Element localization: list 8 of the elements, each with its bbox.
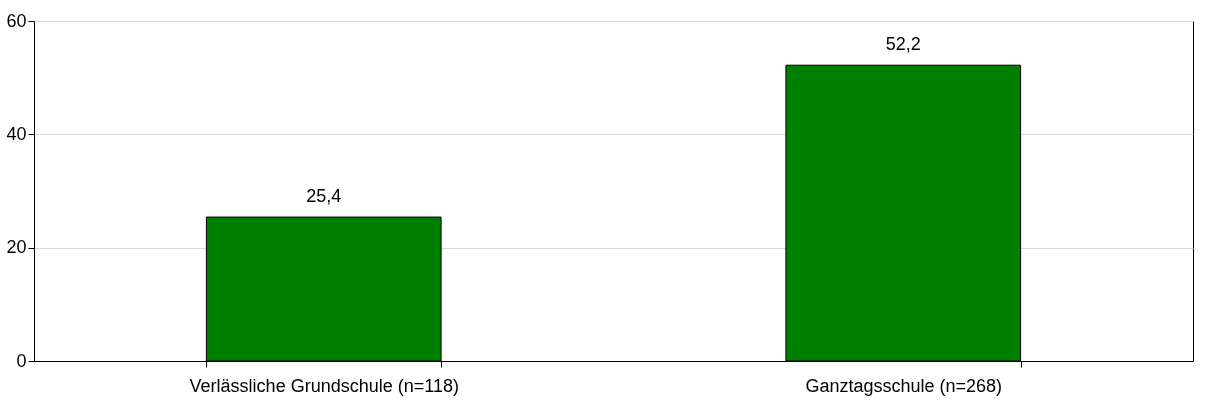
data-label: 25,4: [306, 186, 342, 207]
x-tick-label: Verlässliche Grundschule (n=118): [189, 375, 459, 396]
x-tick-label: Ganztagsschule (n=268): [805, 375, 1003, 396]
data-label: 52,2: [885, 34, 921, 55]
y-tick-label: 60: [6, 10, 27, 31]
y-tick-label: 0: [16, 350, 27, 371]
y-tick-label: 20: [6, 237, 27, 258]
y-tick-label: 40: [6, 123, 27, 144]
